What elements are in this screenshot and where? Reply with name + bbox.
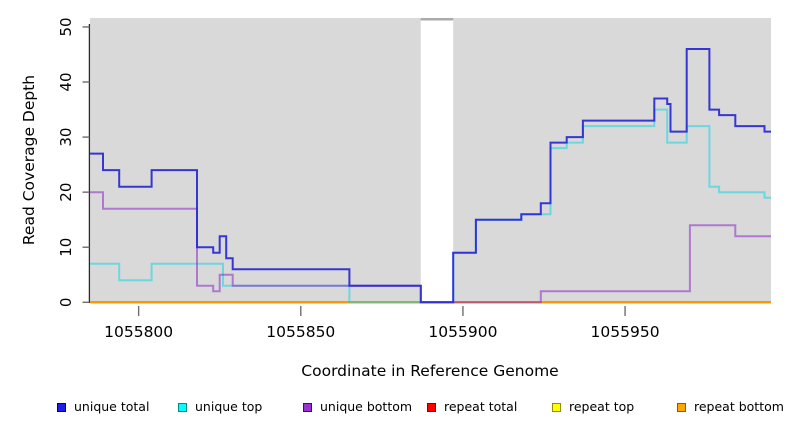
series-unique-total xyxy=(90,48,771,304)
coverage-plot-canvas: 0 10 20 30 40 50 1055800 1055850 1055900 1055950 xyxy=(57,17,771,341)
coverage-gap-band xyxy=(420,20,454,303)
x-tick-label: 1055850 xyxy=(266,323,335,341)
y-tick-label: 40 xyxy=(57,72,75,91)
legend-item-unique-bottom: unique bottom xyxy=(303,400,412,414)
legend-label: unique bottom xyxy=(320,399,413,414)
y-tick-label: 30 xyxy=(57,128,75,147)
legend-label: repeat bottom xyxy=(694,399,784,414)
y-tick-label: 20 xyxy=(57,183,75,202)
x-tick-label: 1055900 xyxy=(428,323,497,341)
legend-item-repeat-total: repeat total xyxy=(427,400,517,414)
legend-swatch-icon xyxy=(57,402,66,412)
y-tick-label: 0 xyxy=(57,298,75,308)
legend-item-repeat-bottom: repeat bottom xyxy=(677,400,784,414)
gap-top-strip xyxy=(420,18,454,21)
y-tick-label: 50 xyxy=(57,17,75,36)
legend-item-repeat-top: repeat top xyxy=(552,400,634,414)
x-tick-label: 1055950 xyxy=(591,323,660,341)
legend-label: repeat total xyxy=(444,399,518,414)
legend-swatch-icon xyxy=(178,402,187,412)
y-tick-label: 10 xyxy=(57,238,75,257)
legend-item-unique-total: unique total xyxy=(57,400,149,414)
x-axis-title: Coordinate in Reference Genome xyxy=(301,362,559,380)
y-axis-title: Read Coverage Depth xyxy=(20,74,38,246)
legend-swatch-icon xyxy=(427,402,436,412)
legend-swatch-icon xyxy=(303,402,312,412)
legend-label: unique total xyxy=(74,399,150,414)
legend-swatch-icon xyxy=(552,402,561,412)
legend-label: unique top xyxy=(195,399,263,414)
legend-swatch-icon xyxy=(677,402,686,412)
x-tick-label: 1055800 xyxy=(104,323,173,341)
legend-label: repeat top xyxy=(569,399,635,414)
legend-item-unique-top: unique top xyxy=(178,400,262,414)
